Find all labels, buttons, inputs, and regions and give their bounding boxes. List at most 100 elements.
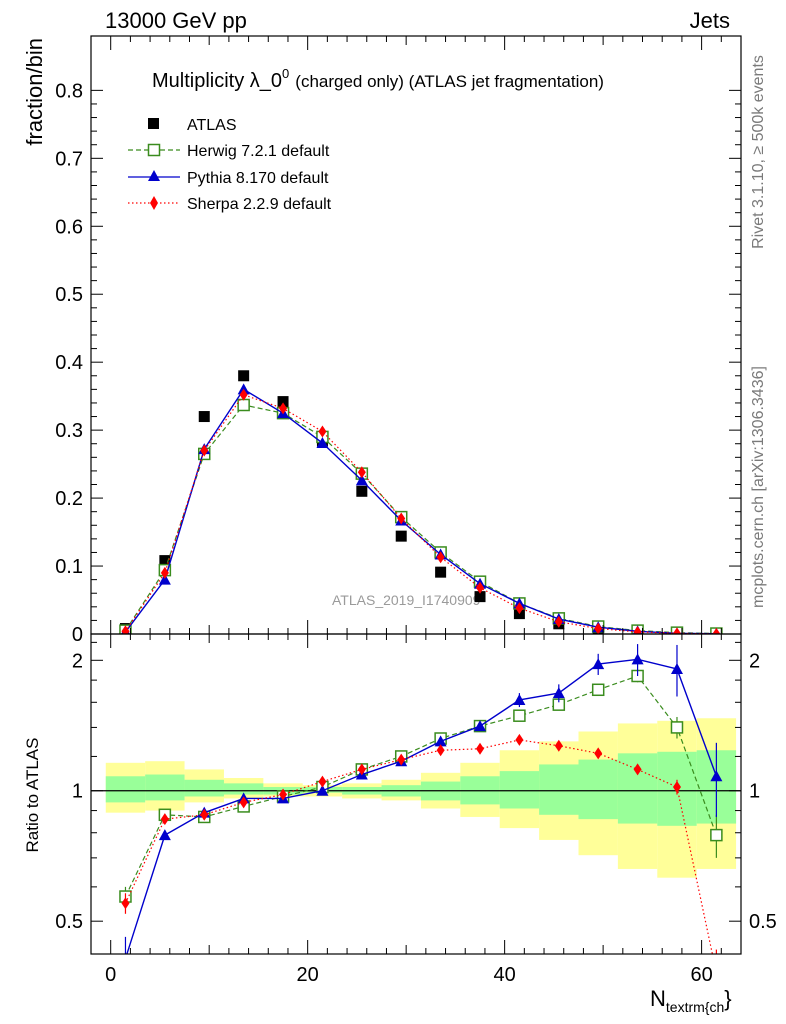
legend-entry-sherpa: Sherpa 2.2.9 default — [128, 196, 332, 213]
point-sherpa — [436, 551, 445, 564]
ratio-point-pythia — [710, 770, 723, 782]
point-sherpa — [672, 627, 681, 634]
ratio-xtick-label: 20 — [297, 964, 319, 986]
analysis-watermark: ATLAS_2019_I1740909 — [332, 592, 481, 608]
header-category: Jets — [690, 8, 730, 33]
ratio-point-pythia — [434, 735, 447, 747]
ratio-point-sherpa — [121, 897, 130, 910]
band-inner-bin — [184, 779, 224, 797]
ratio-ytick-label-right: 2 — [749, 650, 760, 672]
series-sherpa — [121, 388, 721, 634]
ratio-point-herwig — [513, 709, 526, 722]
ratio-xtick-label: 60 — [690, 964, 712, 986]
ratio-ytick-label-right: 0.5 — [749, 911, 777, 933]
point-sherpa — [476, 581, 485, 594]
point-sherpa — [318, 425, 327, 438]
point-sherpa — [633, 625, 642, 634]
ratio-point-pythia — [670, 662, 683, 674]
ratio-point-herwig — [670, 721, 684, 734]
point-atlas — [198, 411, 210, 423]
point-atlas — [159, 555, 171, 567]
point-atlas — [356, 485, 368, 497]
series-line-pythia — [124, 388, 717, 634]
point-pythia — [316, 437, 329, 449]
top-ytick-label: 0.2 — [55, 488, 83, 510]
band-inner-bin — [578, 759, 618, 820]
ratio-panel-frame — [90, 633, 742, 955]
side-text-mcplots: mcplots.cern.ch [arXiv:1306.3436] — [750, 366, 767, 608]
ratio-line-sherpa — [124, 739, 713, 954]
point-atlas — [238, 370, 250, 382]
ratio-point-sherpa — [436, 744, 445, 757]
legend-label-sherpa: Sherpa 2.2.9 default — [187, 196, 332, 213]
ratio-point-pythia — [552, 687, 565, 699]
point-sherpa — [357, 466, 366, 479]
point-sherpa — [279, 402, 288, 415]
legend-label-pythia: Pythia 8.170 default — [187, 170, 329, 187]
ratio-point-sherpa — [633, 763, 642, 776]
point-atlas — [474, 591, 486, 603]
band-inner-bin — [105, 776, 146, 803]
legend-entry-atlas: ATLAS — [148, 117, 237, 134]
chart-title: Multiplicity λ_00 (charged only) (ATLAS j… — [152, 66, 604, 92]
band-inner-bin — [539, 764, 579, 815]
ratio-ylabel: Ratio to ATLAS — [23, 738, 42, 853]
ratio-xtick-label: 0 — [105, 964, 116, 986]
point-sherpa — [239, 388, 248, 401]
point-atlas — [277, 396, 289, 408]
legend: ATLAS Herwig 7.2.1 default Pythia 8.170 … — [128, 117, 332, 213]
legend-label-atlas: ATLAS — [187, 117, 237, 134]
axes: 0 0.1 0.2 0.3 0.4 0.5 0.6 0.7 0.8 0 20 40 60 0.5 0.5 1 1… — [55, 35, 777, 986]
top-ytick-label: 0.8 — [55, 80, 83, 102]
point-pythia — [158, 573, 171, 585]
top-ytick-label: 0.1 — [55, 556, 83, 578]
legend-marker-sherpa — [150, 196, 158, 210]
top-ytick-label: 0.3 — [55, 420, 83, 442]
ratio-point-sherpa — [200, 808, 209, 821]
top-ytick-label: 0.5 — [55, 284, 83, 306]
ratio-point-sherpa — [318, 775, 327, 788]
band-inner-bin — [499, 771, 540, 809]
ratio-point-sherpa — [515, 733, 524, 746]
ratio-point-pythia — [158, 829, 171, 841]
ratio-point-sherpa — [239, 796, 248, 809]
point-atlas — [395, 530, 407, 542]
top-ytick-label: 0 — [72, 624, 83, 646]
ratio-series-sherpa — [121, 733, 717, 954]
top-ytick-label: 0.6 — [55, 216, 83, 238]
ratio-xtick-label: 40 — [494, 964, 516, 986]
point-herwig — [237, 398, 250, 412]
band-inner-bin — [223, 783, 264, 795]
ratio-xlabel: Ntextrm{ch} — [650, 986, 732, 1015]
band-inner-bin — [145, 774, 185, 801]
ratio-point-pythia — [513, 693, 526, 705]
point-sherpa — [160, 566, 169, 579]
point-sherpa — [554, 615, 563, 628]
ratio-point-sherpa — [279, 788, 288, 801]
distribution-series — [119, 370, 723, 634]
ratio-ytick-label-right: 1 — [749, 781, 760, 803]
ratio-point-herwig — [591, 683, 605, 697]
point-sherpa — [515, 602, 524, 615]
ratio-point-herwig — [710, 828, 723, 842]
ratio-point-sherpa — [594, 747, 603, 760]
ratio-ytick-label: 0.5 — [55, 911, 83, 933]
top-ytick-label: 0.7 — [55, 148, 83, 170]
point-atlas — [435, 566, 447, 578]
ratio-point-sherpa — [476, 742, 485, 755]
ratio-point-sherpa — [672, 781, 681, 794]
point-sherpa — [594, 622, 603, 634]
ratio-point-sherpa — [160, 813, 169, 826]
point-sherpa — [712, 627, 721, 634]
ratio-point-pythia — [316, 784, 329, 796]
header-energy: 13000 GeV pp — [105, 8, 247, 33]
legend-label-herwig: Herwig 7.2.1 default — [187, 143, 330, 160]
point-sherpa — [397, 512, 406, 525]
legend-entry-herwig: Herwig 7.2.1 default — [128, 143, 330, 160]
legend-marker-pythia — [148, 170, 160, 181]
legend-entry-pythia: Pythia 8.170 default — [128, 170, 329, 187]
ratio-point-pythia — [474, 720, 487, 732]
ratio-point-pythia — [592, 658, 605, 670]
ratio-ytick-label: 1 — [72, 781, 83, 803]
